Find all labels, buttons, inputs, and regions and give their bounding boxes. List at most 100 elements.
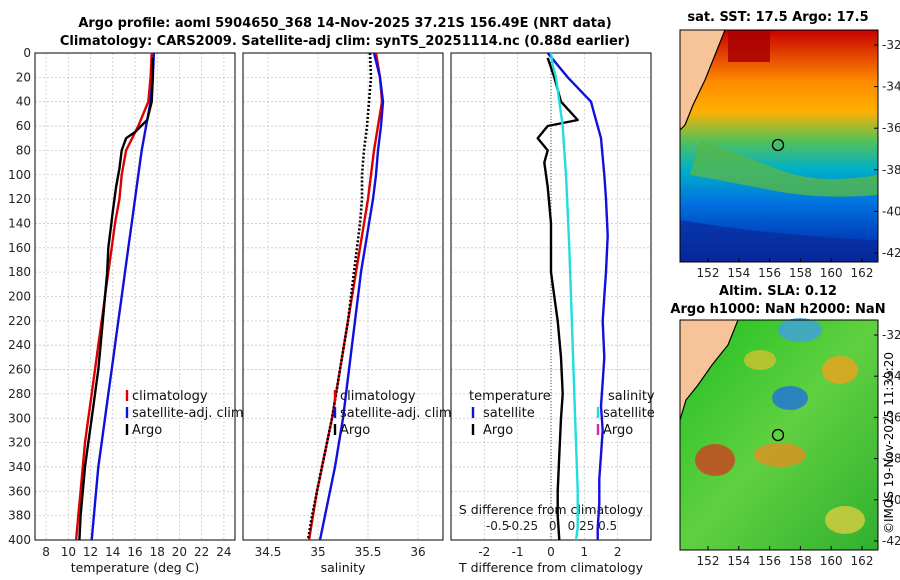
argo-location-marker [771, 138, 785, 152]
y-tick-label: 180 [8, 265, 31, 279]
legend-label: climatology [132, 389, 208, 404]
land-mask-2 [680, 320, 738, 420]
map-y-tick-label: -40 [882, 204, 900, 218]
series-satellite-adj-clim [90, 52, 156, 541]
map-x-tick-label: 154 [727, 266, 750, 280]
map-x-tick-label: 156 [758, 266, 781, 280]
series-satellite-adj-clim [318, 52, 385, 541]
s-tick-label: -0.5 [486, 519, 509, 533]
argo-location-marker-2 [771, 428, 785, 442]
x-axis-label: salinity [321, 560, 366, 575]
map-y-tick-label: -32 [882, 328, 900, 342]
x-axis-label: temperature (deg C) [71, 560, 200, 575]
y-tick-label: 300 [8, 411, 31, 425]
x-tick-label: 18 [150, 545, 165, 559]
x-tick-label: 1 [581, 545, 589, 559]
map-y-tick-label: -36 [882, 410, 900, 424]
x-tick-label: 14 [105, 545, 120, 559]
map-y-tick-label: -32 [882, 38, 900, 52]
x-tick-label: 8 [42, 545, 50, 559]
legend-label: Argo [132, 423, 162, 438]
y-tick-label: 140 [8, 216, 31, 230]
s-tick-label: 0.5 [598, 519, 617, 533]
y-tick-label: 220 [8, 314, 31, 328]
map-x-tick-label: 158 [789, 266, 812, 280]
map-x-tick-label: 160 [820, 266, 843, 280]
map-x-tick-label: 162 [851, 554, 874, 568]
map-y-tick-label: -38 [882, 163, 900, 177]
panel-difference: -2 -1 0 1 2T difference from climatology S di… [450, 52, 655, 575]
legend-label: Argo [603, 423, 633, 438]
s-tick-label: 0 [549, 519, 557, 533]
s-tick-label: -0.25 [507, 519, 538, 533]
map-x-tick-label: 160 [820, 554, 843, 568]
legend-title-sal: salinity [608, 389, 655, 404]
y-tick-label: 80 [16, 143, 31, 157]
title-line-1: Argo profile: aoml 5904650_368 14-Nov-20… [78, 16, 611, 31]
y-tick-label: 120 [8, 192, 31, 206]
x-tick-label: 24 [216, 545, 231, 559]
map-y-tick-label: -40 [882, 493, 900, 507]
land-mask [680, 30, 725, 130]
sla-map [679, 318, 879, 551]
series-t-argo [536, 57, 579, 541]
x-tick-label: 36 [410, 545, 425, 559]
y-tick-label: 360 [8, 484, 31, 498]
legend-label: satellite-adj. clim [340, 406, 452, 421]
y-tick-label: 0 [23, 46, 31, 60]
x-tick-label: 35.5 [355, 545, 382, 559]
legend-label: satellite [483, 406, 535, 421]
y-tick-label: 340 [8, 460, 31, 474]
series-argo [78, 57, 155, 541]
map-y-tick-label: -34 [882, 80, 900, 94]
y-tick-label: 20 [16, 70, 31, 84]
map-x-tick-label: 156 [758, 554, 781, 568]
credit-label: ©IMOS 19-Nov-2025 11:39:20 [882, 352, 896, 534]
panel-salinity: 34.5 35 35.5 36 salinity climatology satellite… [242, 52, 452, 575]
map-x-tick-label: 158 [789, 554, 812, 568]
x-tick-label: 20 [172, 545, 187, 559]
map-y-tick-label: -38 [882, 452, 900, 466]
y-tick-label: 60 [16, 119, 31, 133]
title-line-2: Climatology: CARS2009. Satellite-adj cli… [60, 34, 630, 49]
x-tick-label: 2 [614, 545, 622, 559]
y-tick-label: 40 [16, 95, 31, 109]
series-argo [306, 52, 373, 541]
x-tick-label: -1 [512, 545, 524, 559]
map-x-tick-label: 152 [697, 554, 720, 568]
map-x-tick-label: 162 [851, 266, 874, 280]
legend-label: climatology [340, 389, 416, 404]
s-tick-label: 0.25 [568, 519, 595, 533]
legend-label: Argo [483, 423, 513, 438]
panel-frame [34, 52, 236, 541]
y-tick-label: 320 [8, 436, 31, 450]
x-tick-label: 0 [547, 545, 555, 559]
series-s-satellite [549, 52, 579, 541]
y-tick-label: 160 [8, 241, 31, 255]
legend-label: satellite [603, 406, 655, 421]
x-tick-label: 34.5 [255, 545, 282, 559]
map-x-tick-label: 154 [727, 554, 750, 568]
map-y-tick-label: -36 [882, 121, 900, 135]
legend-title-temp: temperature [469, 389, 551, 404]
y-tick-label: 240 [8, 338, 31, 352]
y-tick-label: 200 [8, 290, 31, 304]
y-tick-label: 260 [8, 363, 31, 377]
x-tick-label: -2 [478, 545, 490, 559]
x-tick-label: 22 [194, 545, 209, 559]
x-tick-label: 12 [83, 545, 98, 559]
legend-label: Argo [340, 423, 370, 438]
map1-title: sat. SST: 17.5 Argo: 17.5 [687, 10, 868, 25]
x-tick-label: 35 [310, 545, 325, 559]
x-tick-label: 10 [61, 545, 76, 559]
x-tick-label: 16 [127, 545, 142, 559]
y-tick-label: 380 [8, 509, 31, 523]
map2-title-b: Argo h1000: NaN h2000: NaN [670, 302, 885, 317]
y-tick-label: 100 [8, 168, 31, 182]
y-tick-label: 400 [8, 533, 31, 547]
y-tick-label: 280 [8, 387, 31, 401]
series-t-satellite [546, 52, 609, 540]
s-axis-label: S difference from climatology [459, 502, 644, 517]
map-y-tick-label: -42 [882, 246, 900, 260]
